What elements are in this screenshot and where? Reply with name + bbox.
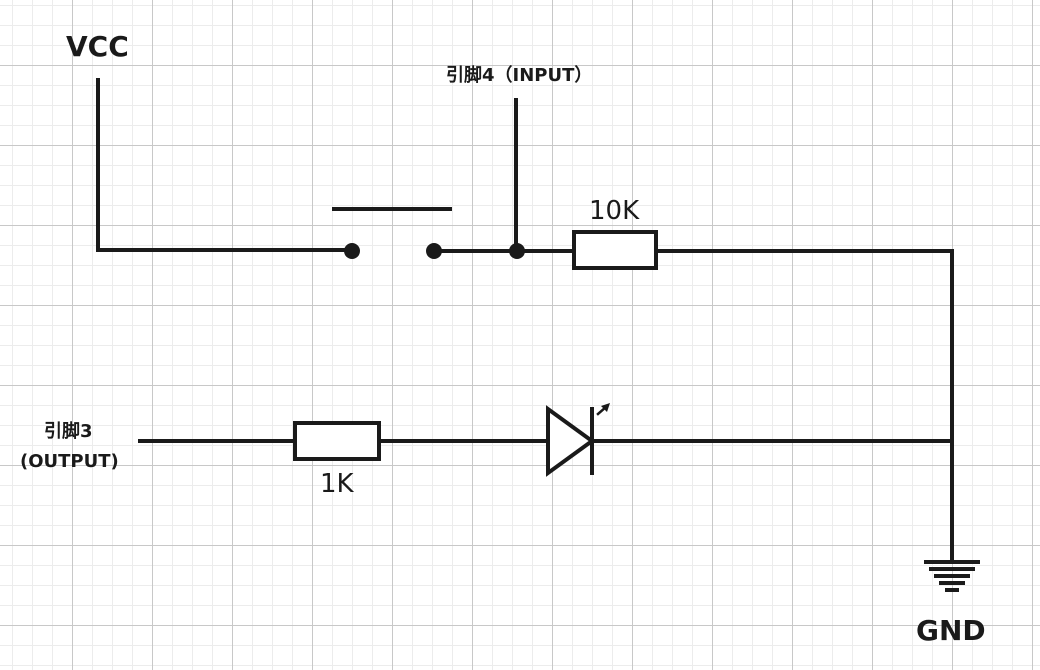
resistor-10k — [572, 230, 658, 270]
resistor-10k-label: 10K — [589, 196, 640, 226]
pin3-label-line2: (OUTPUT) — [20, 451, 119, 472]
push-button-switch — [332, 207, 452, 259]
gnd-label: GND — [916, 614, 986, 647]
top-right-wire — [654, 249, 954, 562]
ground-symbol — [924, 560, 980, 592]
vcc-label: VCC — [66, 30, 129, 63]
resistor-1k-label: 1K — [320, 469, 354, 499]
resistor-1k — [293, 421, 381, 461]
pin3-label-line1: 引脚3 — [44, 421, 93, 442]
pin4-label: 引脚4（INPUT） — [446, 65, 593, 86]
led — [546, 403, 610, 477]
switch-contact-left — [344, 243, 360, 259]
junction-dot — [509, 243, 525, 259]
vcc-wire — [96, 78, 354, 252]
led-triangle — [546, 405, 596, 477]
led-arrow-head — [601, 403, 610, 412]
